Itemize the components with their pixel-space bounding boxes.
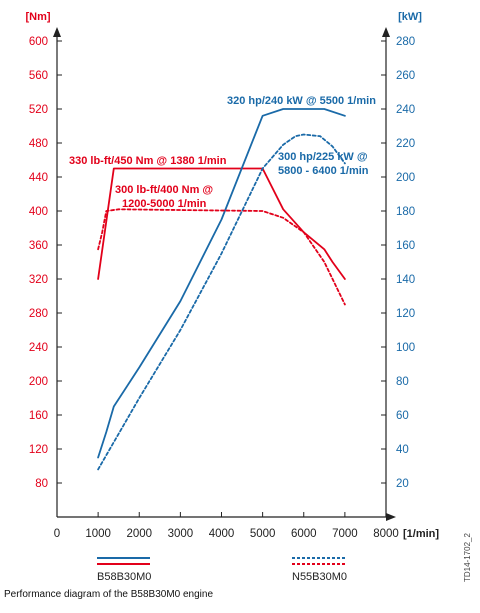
figure-caption: Performance diagram of the B58B30M0 engi…	[4, 589, 214, 600]
series-line-b58b30m0-power	[97, 108, 346, 459]
annotation-n55-torque-line2: 1200-5000 1/min	[122, 198, 207, 210]
series-line-n55b30m0-power	[97, 133, 346, 471]
left-tick-label: 200	[29, 376, 48, 388]
annotation-b58-power: 320 hp/240 kW @ 5500 1/min	[227, 95, 376, 107]
left-tick-label: 320	[29, 274, 48, 286]
right-tick-label: 100	[396, 342, 415, 354]
annotation-n55-torque-line1: 300 lb-ft/400 Nm @	[115, 184, 213, 196]
left-tick-label: 360	[29, 240, 48, 252]
series-line-b58b30m0-torque	[97, 167, 346, 280]
x-tick-label: 2000	[126, 528, 152, 540]
right-axis-ticks: 20 40 60 80 100 120 140 160 180 200 220 240 260 280	[381, 36, 415, 490]
y-axis-right-arrow	[382, 27, 390, 37]
series-line-n55b30m0-torque	[97, 208, 346, 306]
right-tick-label: 80	[396, 376, 409, 388]
x-tick-label: 4000	[209, 528, 235, 540]
series-lines	[97, 108, 346, 471]
right-tick-label: 220	[396, 138, 415, 150]
left-tick-label: 600	[29, 36, 48, 48]
annotation-b58-torque: 330 lb-ft/450 Nm @ 1380 1/min	[69, 155, 227, 167]
legend-label-n55: N55B30M0	[292, 571, 347, 583]
x-tick-label: 6000	[291, 528, 317, 540]
left-tick-label: 160	[29, 410, 48, 422]
x-axis-arrow	[386, 513, 396, 521]
x-tick-label: 3000	[168, 528, 194, 540]
x-axis-ticks: 0 1000 2000 3000 4000 5000 6000 7000 8000	[54, 512, 399, 540]
right-tick-label: 20	[396, 478, 409, 490]
right-tick-label: 180	[396, 206, 415, 218]
left-tick-label: 120	[29, 444, 48, 456]
left-tick-label: 400	[29, 206, 48, 218]
left-tick-label: 480	[29, 138, 48, 150]
annotation-n55-power-line1: 300 hp/225 kW @	[278, 151, 368, 163]
figure-code: TD14-1702_2	[463, 533, 472, 582]
left-tick-label: 280	[29, 308, 48, 320]
x-tick-label: 0	[54, 528, 60, 540]
x-tick-label: 1000	[85, 528, 111, 540]
left-axis-ticks: 80 120 160 200 240 280 320 360 400 440 480 520 560 60…	[29, 36, 62, 490]
right-tick-label: 40	[396, 444, 409, 456]
right-tick-label: 140	[396, 274, 415, 286]
right-tick-label: 120	[396, 308, 415, 320]
legend-label-b58: B58B30M0	[97, 571, 151, 583]
left-tick-label: 440	[29, 172, 48, 184]
x-tick-label: 5000	[250, 528, 276, 540]
y-axis-left-arrow	[53, 27, 61, 37]
right-tick-label: 200	[396, 172, 415, 184]
left-tick-label: 560	[29, 70, 48, 82]
right-tick-label: 280	[396, 36, 415, 48]
x-axis-label: [1/min]	[403, 528, 439, 540]
right-tick-label: 260	[396, 70, 415, 82]
left-tick-label: 80	[35, 478, 48, 490]
right-axis-label: [kW]	[398, 11, 422, 23]
x-tick-label: 8000	[373, 528, 399, 540]
left-tick-label: 240	[29, 342, 48, 354]
right-tick-label: 160	[396, 240, 415, 252]
x-tick-label: 7000	[332, 528, 358, 540]
right-tick-label: 60	[396, 410, 409, 422]
annotation-n55-power-line2: 5800 - 6400 1/min	[278, 165, 369, 177]
left-tick-label: 520	[29, 104, 48, 116]
left-axis-label: [Nm]	[25, 11, 50, 23]
legend: B58B30M0 N55B30M0	[97, 557, 347, 583]
right-tick-label: 240	[396, 104, 415, 116]
